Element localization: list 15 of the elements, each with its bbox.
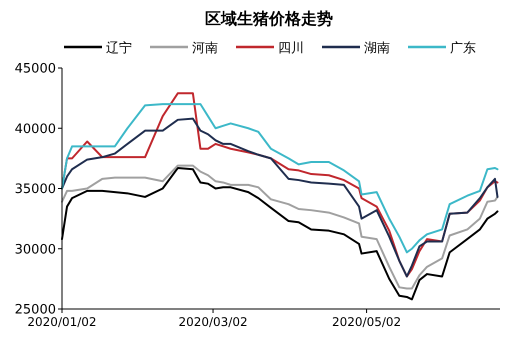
y-tick-label: 25000 xyxy=(14,302,56,318)
chart-title: 区域生猪价格走势 xyxy=(205,9,333,28)
x-tick-label: 2020/01/02 xyxy=(27,315,97,329)
x-tick-label: 2020/03/02 xyxy=(178,315,248,329)
y-tick-label: 30000 xyxy=(14,242,56,258)
legend-label: 广东 xyxy=(450,41,476,56)
legend-label: 辽宁 xyxy=(106,40,132,56)
legend-label: 四川 xyxy=(278,41,304,56)
legend-label: 湖南 xyxy=(364,41,390,56)
x-tick-label: 2020/05/02 xyxy=(332,315,402,329)
line-series xyxy=(61,103,498,254)
y-tick-label: 35000 xyxy=(14,182,56,198)
y-tick-label: 45000 xyxy=(14,62,56,77)
y-tick-label: 40000 xyxy=(14,122,56,137)
legend-label: 河南 xyxy=(192,41,218,56)
